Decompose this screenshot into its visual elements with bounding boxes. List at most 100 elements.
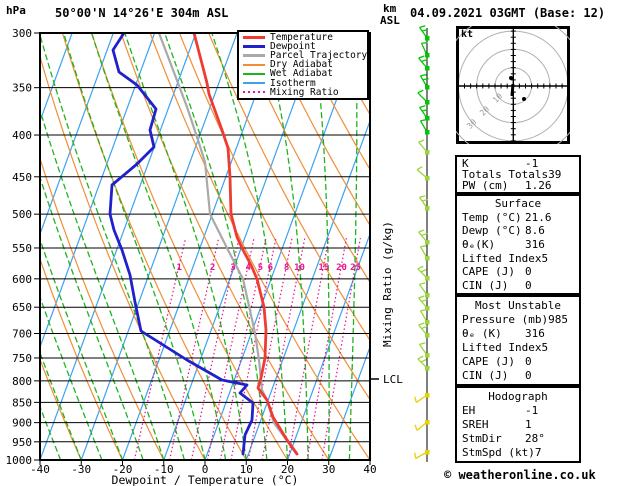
svg-text:300: 300 (12, 27, 32, 40)
wind-barb (419, 119, 430, 135)
wind-barb (417, 265, 430, 281)
info-box-title: Surface (494, 197, 542, 211)
info-row: StmSpd (kt) 7 (457, 447, 579, 458)
svg-text:550: 550 (12, 242, 32, 255)
legend-swatch-dotted (243, 91, 265, 94)
info-row-label: Dewp (°C) (462, 224, 522, 238)
info-box-title: Most Unstable (474, 298, 562, 312)
wind-barb (418, 55, 430, 71)
legend-swatch-thin (243, 63, 265, 66)
svg-text:350: 350 (12, 82, 32, 95)
info-row-value: 5 (541, 251, 549, 265)
info-row-label: CIN (J) (462, 278, 509, 292)
info-row-label: Lifted Index (462, 251, 542, 265)
svg-text:10: 10 (240, 463, 253, 476)
altitude-ref-label: ASL (380, 14, 400, 27)
mixing-ratio-labels: 1 2 3 4 5 6 8 10 15 20 25 (177, 263, 361, 273)
svg-text:600: 600 (12, 273, 32, 286)
info-row-label: K (462, 157, 469, 170)
legend: Temperature Dewpoint Parcel Trajectory Dry … (237, 30, 369, 100)
dewpoint-curve (108, 33, 255, 456)
wind-barb (419, 74, 430, 90)
legend-swatch-thin (243, 82, 265, 85)
info-row-label: CAPE (J) (462, 265, 515, 279)
info-row-value: 8.6 (525, 224, 545, 238)
hodograph-unit-label: kt (461, 29, 474, 40)
info-row-value: 316 (525, 326, 545, 340)
legend-label: Mixing Ratio (270, 86, 339, 98)
legend-item: Parcel Trajectory (243, 51, 367, 60)
pressure-gridlines (40, 33, 370, 460)
legend-item: Mixing Ratio (243, 88, 367, 97)
info-row-value: 0 (525, 265, 532, 279)
info-row-value: 1.26 (525, 179, 552, 192)
legend-label: Dry Adiabat (270, 59, 333, 71)
pressure-unit-label: hPa (6, 4, 26, 17)
date-title: 04.09.2021 03GMT (Base: 12) (410, 6, 606, 20)
svg-text:-30: -30 (71, 463, 91, 476)
svg-text:950: 950 (12, 436, 32, 449)
info-row: SREH 1 (457, 419, 579, 430)
info-row: CAPE (J) 0 (457, 356, 579, 367)
legend-swatch-thick (243, 36, 265, 40)
svg-text:30: 30 (322, 463, 335, 476)
temperature-curve (192, 33, 299, 456)
info-row-label: Temp (°C) (462, 210, 522, 224)
info-row: CIN (J) 0 (457, 370, 579, 381)
wind-barb (417, 355, 430, 371)
svg-text:25: 25 (350, 263, 361, 273)
svg-text:1: 1 (177, 263, 182, 273)
wind-barb (414, 420, 430, 431)
svg-text:-20: -20 (113, 463, 133, 476)
info-row-label: θₑ (K) (462, 326, 502, 340)
svg-text:850: 850 (12, 396, 32, 409)
info-row-value: -1 (525, 157, 539, 170)
legend-swatch-thick (243, 45, 265, 49)
wind-barb (418, 139, 430, 155)
hodograph-border (456, 26, 570, 144)
wind-barb (416, 166, 430, 181)
mixing-ratio-lines (133, 238, 361, 460)
info-row: θₑ(K) 316 (457, 239, 579, 250)
info-row-value: 28° (525, 432, 545, 446)
info-row: StmDir 28° (457, 433, 579, 444)
legend-item: Wet Adiabat (243, 69, 367, 79)
legend-item: Isotherm (243, 79, 367, 88)
svg-text:2: 2 (210, 263, 215, 273)
info-box-hodograph: Hodograph EH -1 SREH 1 StmDir 28° StmSpd (kt) 7 (455, 386, 581, 463)
wind-barb (419, 195, 430, 211)
info-row-label: StmSpd (kt) (462, 446, 535, 460)
info-box-most-unstable: Most Unstable Pressure (mb) 985 θₑ (K) 316 Li… (455, 295, 581, 386)
info-row-label: StmDir (462, 432, 502, 446)
legend-label: Dewpoint (270, 40, 316, 52)
svg-text:10: 10 (294, 263, 305, 273)
altitude-unit-label: km (383, 2, 397, 15)
info-row-label: CIN (J) (462, 369, 509, 383)
hodograph-trace-point (522, 97, 526, 101)
info-row: EH -1 (457, 405, 579, 416)
info-row-label: θₑ(K) (462, 237, 496, 251)
legend-label: Isotherm (270, 77, 316, 89)
svg-text:6: 6 (268, 263, 273, 273)
info-box-surface: Surface Temp (°C) 21.6 Dewp (°C) 8.6 θₑ(K) 316… (455, 194, 581, 295)
svg-text:0: 0 (202, 463, 209, 476)
plot-grid: 1 2 3 4 5 6 8 10 15 20 25 (40, 33, 370, 460)
info-row: K -1 (457, 158, 579, 169)
wind-barb-column (414, 25, 430, 462)
svg-text:15: 15 (318, 263, 329, 273)
svg-text:900: 900 (12, 417, 32, 430)
info-row: Temp (°C) 21.6 (457, 212, 579, 223)
info-row-value: 316 (525, 237, 545, 251)
info-row-value: 0 (525, 369, 532, 383)
wind-barb (418, 295, 430, 311)
info-row-value: 5 (541, 341, 549, 355)
info-box-indices: K -1 Totals Totals 39 PW (cm) 1.26 (455, 155, 581, 194)
info-row-label: SREH (462, 417, 489, 431)
info-row-label: Totals Totals (462, 168, 549, 181)
wind-barb (420, 42, 430, 58)
svg-text:8: 8 (284, 263, 289, 273)
info-row-label: Pressure (mb) (462, 312, 549, 326)
